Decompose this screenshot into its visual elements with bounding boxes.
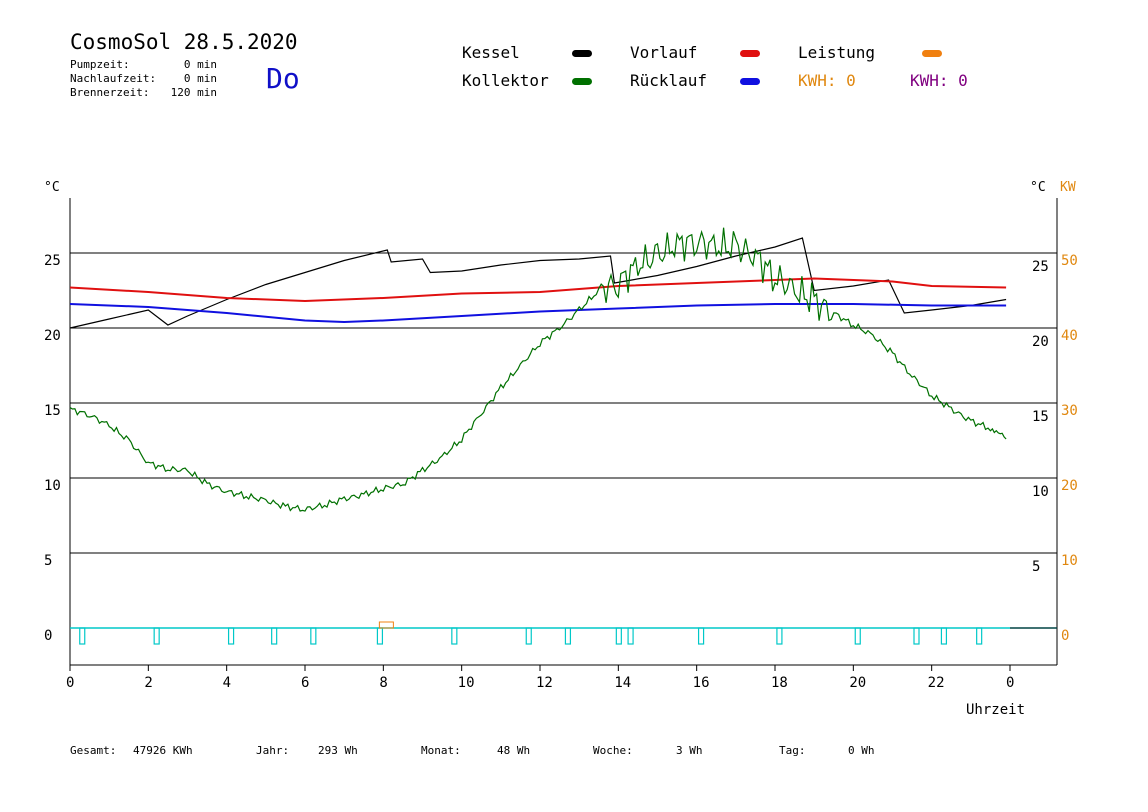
pump-marker-7 [525,627,532,645]
gesamt-label: Gesamt: [70,744,117,757]
legend-kollektor-swatch [572,78,592,85]
pump-marker-12 [776,627,783,645]
pump-marker-11 [697,627,705,645]
x-tick-3: 6 [301,675,309,691]
legend-leistung-label: Leistung [798,43,876,62]
pump-marker-13 [854,627,861,645]
pump-marker-1 [153,627,160,645]
legend-ruecklauf-swatch [740,78,760,85]
chart-title: CosmoSol 28.5.2020 [70,30,298,54]
x-tick-11: 22 [928,675,945,691]
x-tick-1: 2 [144,675,152,691]
tag-value: 0 Wh [848,744,875,757]
leistung-marker [378,621,394,629]
x-tick-2: 4 [223,675,231,691]
tag-label: Tag: [779,744,806,757]
x-tick-6: 12 [536,675,553,691]
y-tick-right-kw-40: 40 [1061,328,1078,344]
x-tick-10: 20 [849,675,866,691]
nachlaufzeit-value: 0 min [183,72,217,85]
x-tick-5: 10 [458,675,475,691]
x-tick-9: 18 [771,675,788,691]
series-line-kessel [69,237,1007,329]
y-tick-left-10: 10 [44,478,61,494]
x-tick-0: 0 [66,675,74,691]
x-tick-8: 16 [693,675,710,691]
kwh-purple-readout: KWH: 0 [910,71,968,90]
y-tick-left-0: 0 [44,628,52,644]
pump-marker-15 [940,627,948,645]
x-axis-label: Uhrzeit [966,702,1025,718]
series-line-kollektor [69,227,1007,512]
series-line-vorlauf [69,277,1007,303]
jahr-label: Jahr: [256,744,290,757]
y-tick-right-kw-20: 20 [1061,478,1078,494]
x-tick-7: 14 [614,675,631,691]
legend-ruecklauf-label: Rücklauf [630,71,708,90]
pump-marker-4 [310,627,317,645]
pump-marker-6 [451,627,458,645]
monat-value: 48 Wh [497,744,531,757]
nachlaufzeit-label: Nachlaufzeit: [70,72,157,85]
woche-label: Woche: [593,744,633,757]
legend-kessel-label: Kessel [462,43,520,62]
pump-marker-3 [271,627,278,645]
pump-marker-14 [913,627,920,645]
y-tick-right-kw-0: 0 [1061,628,1069,644]
legend-vorlauf-label: Vorlauf [630,43,698,62]
pump-marker-5 [376,627,384,645]
y-tick-right-temp-15: 15 [1032,409,1049,425]
legend-kollektor-label: Kollektor [462,71,549,90]
jahr-value: 293 Wh [318,744,358,757]
legend-vorlauf-swatch [740,50,760,57]
pumpzeit-value: 0 min [183,58,217,71]
y-tick-right-temp-10: 10 [1032,484,1049,500]
x-tick-12: 0 [1006,675,1014,691]
legend-leistung-swatch [922,50,942,57]
y-tick-right-temp-5: 5 [1032,559,1040,575]
y-tick-right-temp-25: 25 [1032,259,1049,275]
y-tick-left-5: 5 [44,553,52,569]
woche-value: 3 Wh [676,744,703,757]
kwh-orange-readout: KWH: 0 [798,71,856,90]
right-unit-kw-label: KW [1060,180,1076,195]
weekday-label: Do [266,62,300,95]
y-tick-left-25: 25 [44,253,61,269]
y-tick-left-20: 20 [44,328,61,344]
series-line-ruecklauf [69,303,1007,324]
brennerzeit-value: 120 min [170,86,217,99]
pump-marker-2 [227,627,235,645]
gesamt-value: 47926 KWh [133,744,193,757]
y-tick-right-kw-10: 10 [1061,553,1078,569]
left-unit-label: °C [44,180,60,195]
x-tick-4: 8 [379,675,387,691]
monat-label: Monat: [421,744,461,757]
pumpzeit-label: Pumpzeit: [70,58,130,71]
y-tick-right-kw-30: 30 [1061,403,1078,419]
pump-marker-10 [627,627,634,645]
right-unit-temp-label: °C [1030,180,1046,195]
y-tick-right-kw-50: 50 [1061,253,1078,269]
pump-marker-0 [79,627,86,645]
legend-kessel-swatch [572,50,592,57]
pump-marker-16 [976,627,983,645]
y-tick-left-15: 15 [44,403,61,419]
brennerzeit-label: Brennerzeit: [70,86,150,99]
pump-marker-8 [564,627,572,645]
y-tick-right-temp-20: 20 [1032,334,1049,350]
pump-marker-9 [615,627,622,645]
